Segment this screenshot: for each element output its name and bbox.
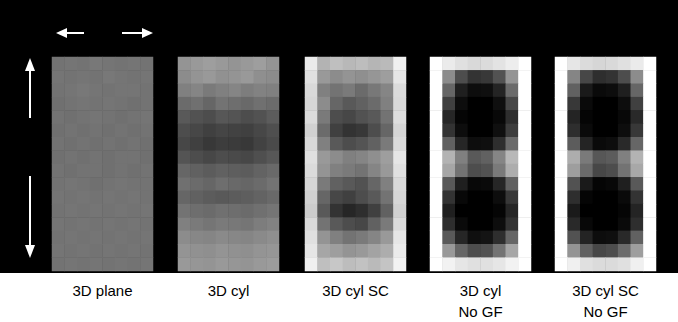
svg-text:3D cyl SC: 3D cyl SC <box>322 282 389 299</box>
svg-text:No GF: No GF <box>583 303 627 320</box>
svg-text:3D cyl: 3D cyl <box>460 282 502 299</box>
svg-text:No GF: No GF <box>458 303 502 320</box>
svg-text:3D cyl SC: 3D cyl SC <box>572 282 639 299</box>
svg-text:3D cyl: 3D cyl <box>208 282 250 299</box>
svg-text:3D plane: 3D plane <box>72 282 132 299</box>
